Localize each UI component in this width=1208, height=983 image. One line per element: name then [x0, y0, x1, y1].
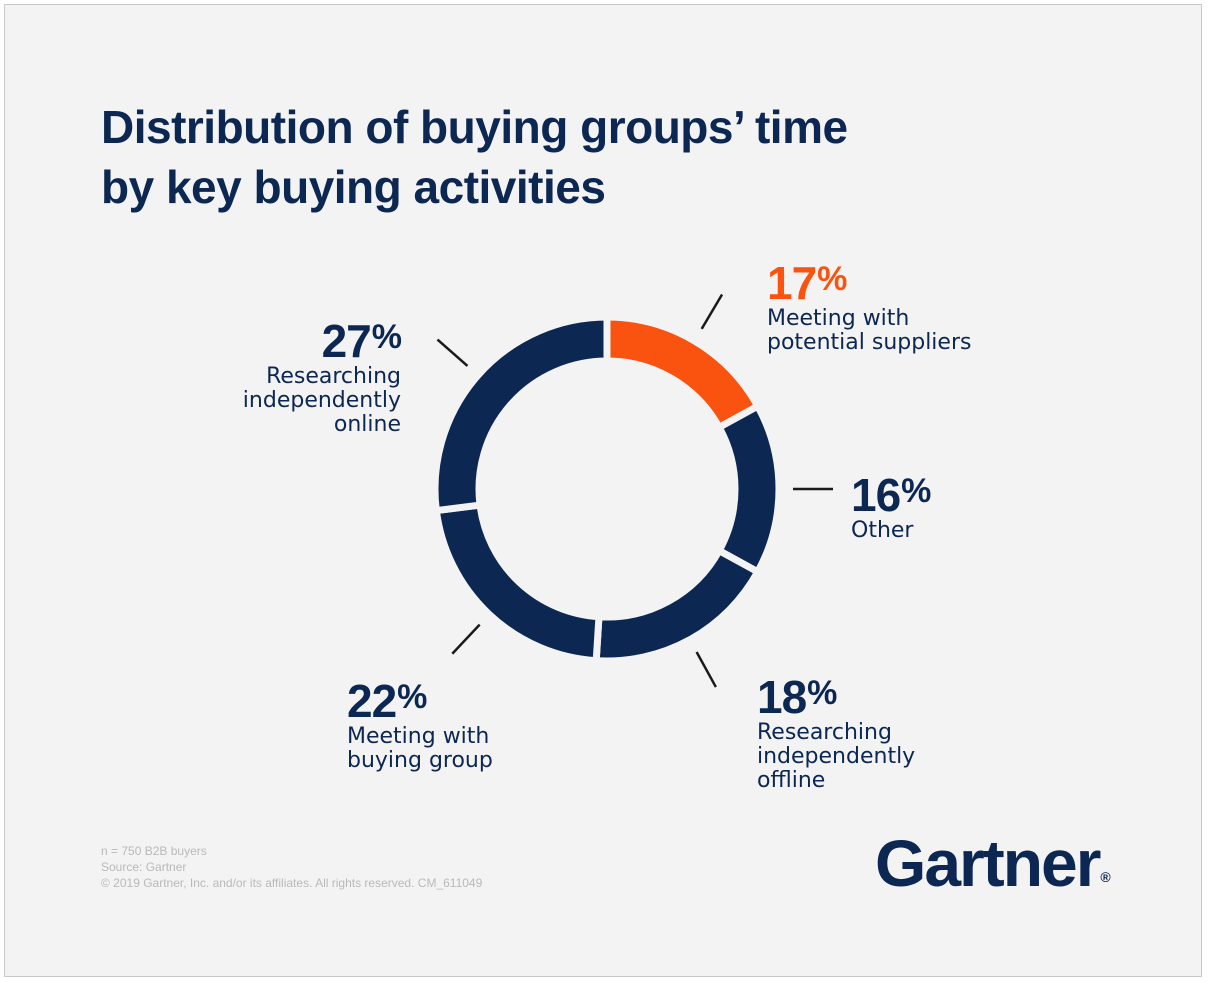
chart-title-line-2: by key buying activities	[101, 161, 606, 213]
donut-slice-meeting-suppliers	[603, 313, 763, 433]
desc-research-online-line-2: independently	[242, 388, 401, 413]
label-meeting-suppliers: 17% Meeting with potential suppliers	[767, 255, 971, 355]
desc-research-offline-line-3: offline	[757, 768, 826, 793]
desc-research-online-line-3: online	[333, 412, 401, 437]
pct-research-online: 27%	[321, 315, 402, 367]
label-other: 16% Other	[851, 467, 931, 543]
desc-meeting-suppliers-line-1: Meeting with	[767, 306, 910, 331]
leader-line-meeting-suppliers	[700, 293, 724, 330]
chart-title: Distribution of buying groups’ time by k…	[101, 97, 848, 217]
footnote-copyright: © 2019 Gartner, Inc. and/or its affiliat…	[101, 876, 483, 890]
footnote: n = 750 B2B buyers Source: Gartner © 201…	[101, 843, 482, 891]
desc-meeting-buying-group-line-1: Meeting with	[347, 724, 490, 749]
label-meeting-buying-group: 22% Meeting with buying group	[347, 673, 493, 773]
donut-slice-research-offline	[592, 545, 763, 665]
donut-slice-other	[714, 401, 783, 577]
pct-other: 16%	[851, 469, 931, 521]
leader-line-research-online	[436, 338, 469, 367]
registered-mark: ®	[1100, 869, 1111, 885]
leader-line-research-offline	[695, 651, 717, 688]
donut-slice-research-online	[431, 313, 611, 515]
label-research-online: 27% Researching independently online	[195, 313, 402, 437]
pct-research-offline: 18%	[757, 671, 837, 723]
desc-meeting-suppliers-line-2: potential suppliers	[767, 330, 972, 355]
desc-research-offline-line-1: Researching	[757, 720, 892, 745]
label-research-offline: 18% Researching independently offline	[757, 669, 915, 793]
chart-title-line-1: Distribution of buying groups’ time	[101, 101, 848, 153]
leader-line-meeting-buying-group	[451, 623, 481, 655]
footnote-source: Source: Gartner	[101, 860, 187, 874]
pct-meeting-buying-group: 22%	[347, 675, 427, 727]
infographic-card: Distribution of buying groups’ time by k…	[4, 4, 1202, 977]
gartner-logo-text: Gartner	[875, 826, 1101, 900]
pct-meeting-suppliers: 17%	[767, 257, 847, 309]
desc-meeting-buying-group-line-2: buying group	[347, 748, 493, 773]
desc-other-line-1: Other	[851, 518, 914, 543]
donut-chart	[431, 293, 833, 688]
desc-research-offline-line-2: independently	[757, 744, 916, 769]
footnote-sample: n = 750 B2B buyers	[101, 844, 207, 858]
donut-slice-meeting-buying-group	[432, 501, 603, 665]
desc-research-online-line-1: Researching	[266, 364, 401, 389]
gartner-logo: Gartner®	[875, 825, 1111, 915]
